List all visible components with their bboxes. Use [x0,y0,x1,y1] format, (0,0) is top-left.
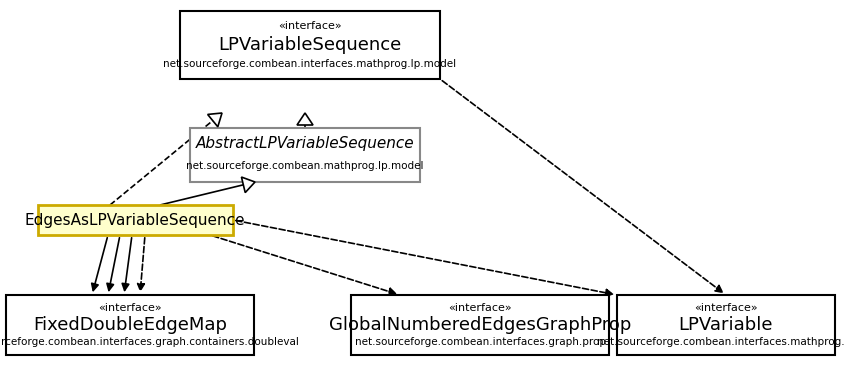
Bar [616,295,834,355]
Text: AbstractLPVariableSequence: AbstractLPVariableSequence [196,136,414,151]
Bar [6,295,254,355]
Polygon shape [208,113,222,127]
Text: «interface»: «interface» [278,21,342,31]
Text: «interface»: «interface» [694,303,757,313]
Text: GlobalNumberedEdgesGraphProp: GlobalNumberedEdgesGraphProp [328,316,630,334]
Text: net.sourceforge.combean.interfaces.mathprog.lp: net.sourceforge.combean.interfaces.mathp… [597,337,844,347]
Bar [190,128,419,182]
Text: FixedDoubleEdgeMap: FixedDoubleEdgeMap [33,316,227,334]
Text: «interface»: «interface» [98,303,161,313]
Text: LPVariableSequence: LPVariableSequence [218,36,401,54]
Bar [37,205,232,235]
Text: net.sourceforge.combean.interfaces.graph.prop: net.sourceforge.combean.interfaces.graph… [354,337,605,347]
Text: net.sourceforge.combean.mathprog.lp.model: net.sourceforge.combean.mathprog.lp.mode… [186,162,423,172]
Text: LPVariable: LPVariable [678,316,772,334]
Polygon shape [296,113,312,125]
Bar [180,11,440,79]
Polygon shape [241,177,255,192]
Text: «interface»: «interface» [447,303,511,313]
Text: EdgesAsLPVariableSequence: EdgesAsLPVariableSequence [24,213,245,228]
Text: net.sourceforge.combean.interfaces.graph.containers.doubleval: net.sourceforge.combean.interfaces.graph… [0,337,298,347]
Bar [350,295,609,355]
Text: net.sourceforge.combean.interfaces.mathprog.lp.model: net.sourceforge.combean.interfaces.mathp… [163,59,456,69]
